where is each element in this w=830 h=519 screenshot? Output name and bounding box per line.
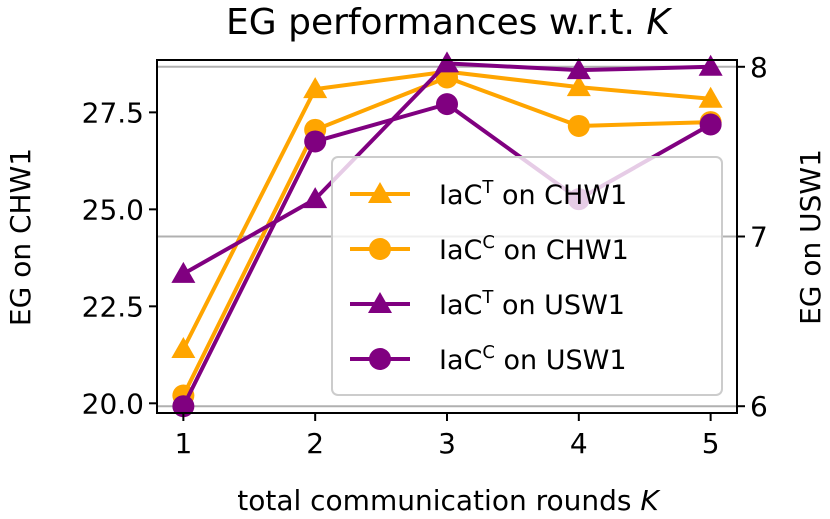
legend-marker-3 [368,292,392,313]
series-2-point-4 [567,114,590,137]
chart-title: EG performances w.r.t. K [226,2,672,43]
legend-marker-4 [369,348,391,370]
y-left-tick-label-25.0: 25.0 [82,193,144,226]
legend-label-4: IaCC on USW1 [439,342,627,376]
series-3-point-4 [566,58,591,80]
y-right-tick-label-6: 6 [750,390,768,423]
legend-label-superscript: T [481,287,494,308]
y-left-tick-label-20.0: 20.0 [82,387,144,420]
x-axis-label: total communication rounds K [237,484,661,517]
legend-marker-1 [368,182,392,203]
x-axis-label-main: total communication rounds [237,484,640,517]
x-tick-label-4: 4 [570,427,588,460]
legend-label-rest: on CHW1 [495,235,629,266]
y-axis-label-left: EG on CHW1 [4,148,37,326]
x-tick-label-5: 5 [702,427,720,460]
series-1-point-4 [566,75,591,97]
series-layer [171,51,723,418]
chart-title-var: K [646,2,672,43]
legend-label-base: IaC [439,345,482,376]
legend-label-superscript: T [481,177,494,198]
x-tick-label-1: 1 [174,427,192,460]
series-3 [171,51,723,283]
series-3-point-3 [435,51,459,73]
legend-label-base: IaC [439,290,482,321]
x-tick-label-2: 2 [306,427,324,460]
legend-label-1: IaCT on CHW1 [439,177,627,211]
series-3-point-5 [698,54,723,76]
legend-label-rest: on USW1 [495,345,627,376]
legend-box [331,156,723,396]
series-1-point-1 [171,336,196,358]
y-right-tick-label-8: 8 [750,51,768,84]
axis-ticks: 1 2 3 4 5 20.0 22.5 25.0 27.5 6 7 8 [82,51,768,460]
series-3-point-2 [303,187,328,209]
legend-label-rest: on USW1 [493,290,625,321]
chart-title-main: EG performances w.r.t. [226,2,646,43]
legend-label-superscript: C [482,232,495,253]
y-axis-label-right: EG on USW1 [794,149,827,325]
x-axis-label-var: K [640,484,661,517]
series-1-point-2 [303,77,328,99]
legend-label-superscript: C [482,342,495,363]
legend-label-2: IaCC on CHW1 [439,232,629,266]
y-right-tick-label-7: 7 [750,221,768,254]
legend-entry-3: IaCT on USW1 [350,287,625,321]
y-left-tick-label-22.5: 22.5 [82,290,144,323]
legend-entry-2: IaCC on CHW1 [350,232,629,266]
legend-marker-2 [369,238,391,260]
legend-label-base: IaC [439,235,482,266]
series-4-point-5 [699,113,722,136]
series-4-point-3 [436,93,458,116]
legend-entry-1: IaCT on CHW1 [350,177,627,211]
series-3-point-1 [171,261,196,283]
series-4-point-1 [172,395,195,418]
series-1-point-5 [698,86,723,108]
legend-entry-4: IaCC on USW1 [350,342,627,376]
legend-label-3: IaCT on USW1 [439,287,625,321]
legend-label-base: IaC [439,180,482,211]
legend-label-rest: on CHW1 [493,180,627,211]
series-4-point-2 [304,130,327,153]
y-left-tick-label-27.5: 27.5 [82,96,144,129]
x-tick-label-3: 3 [438,427,456,460]
